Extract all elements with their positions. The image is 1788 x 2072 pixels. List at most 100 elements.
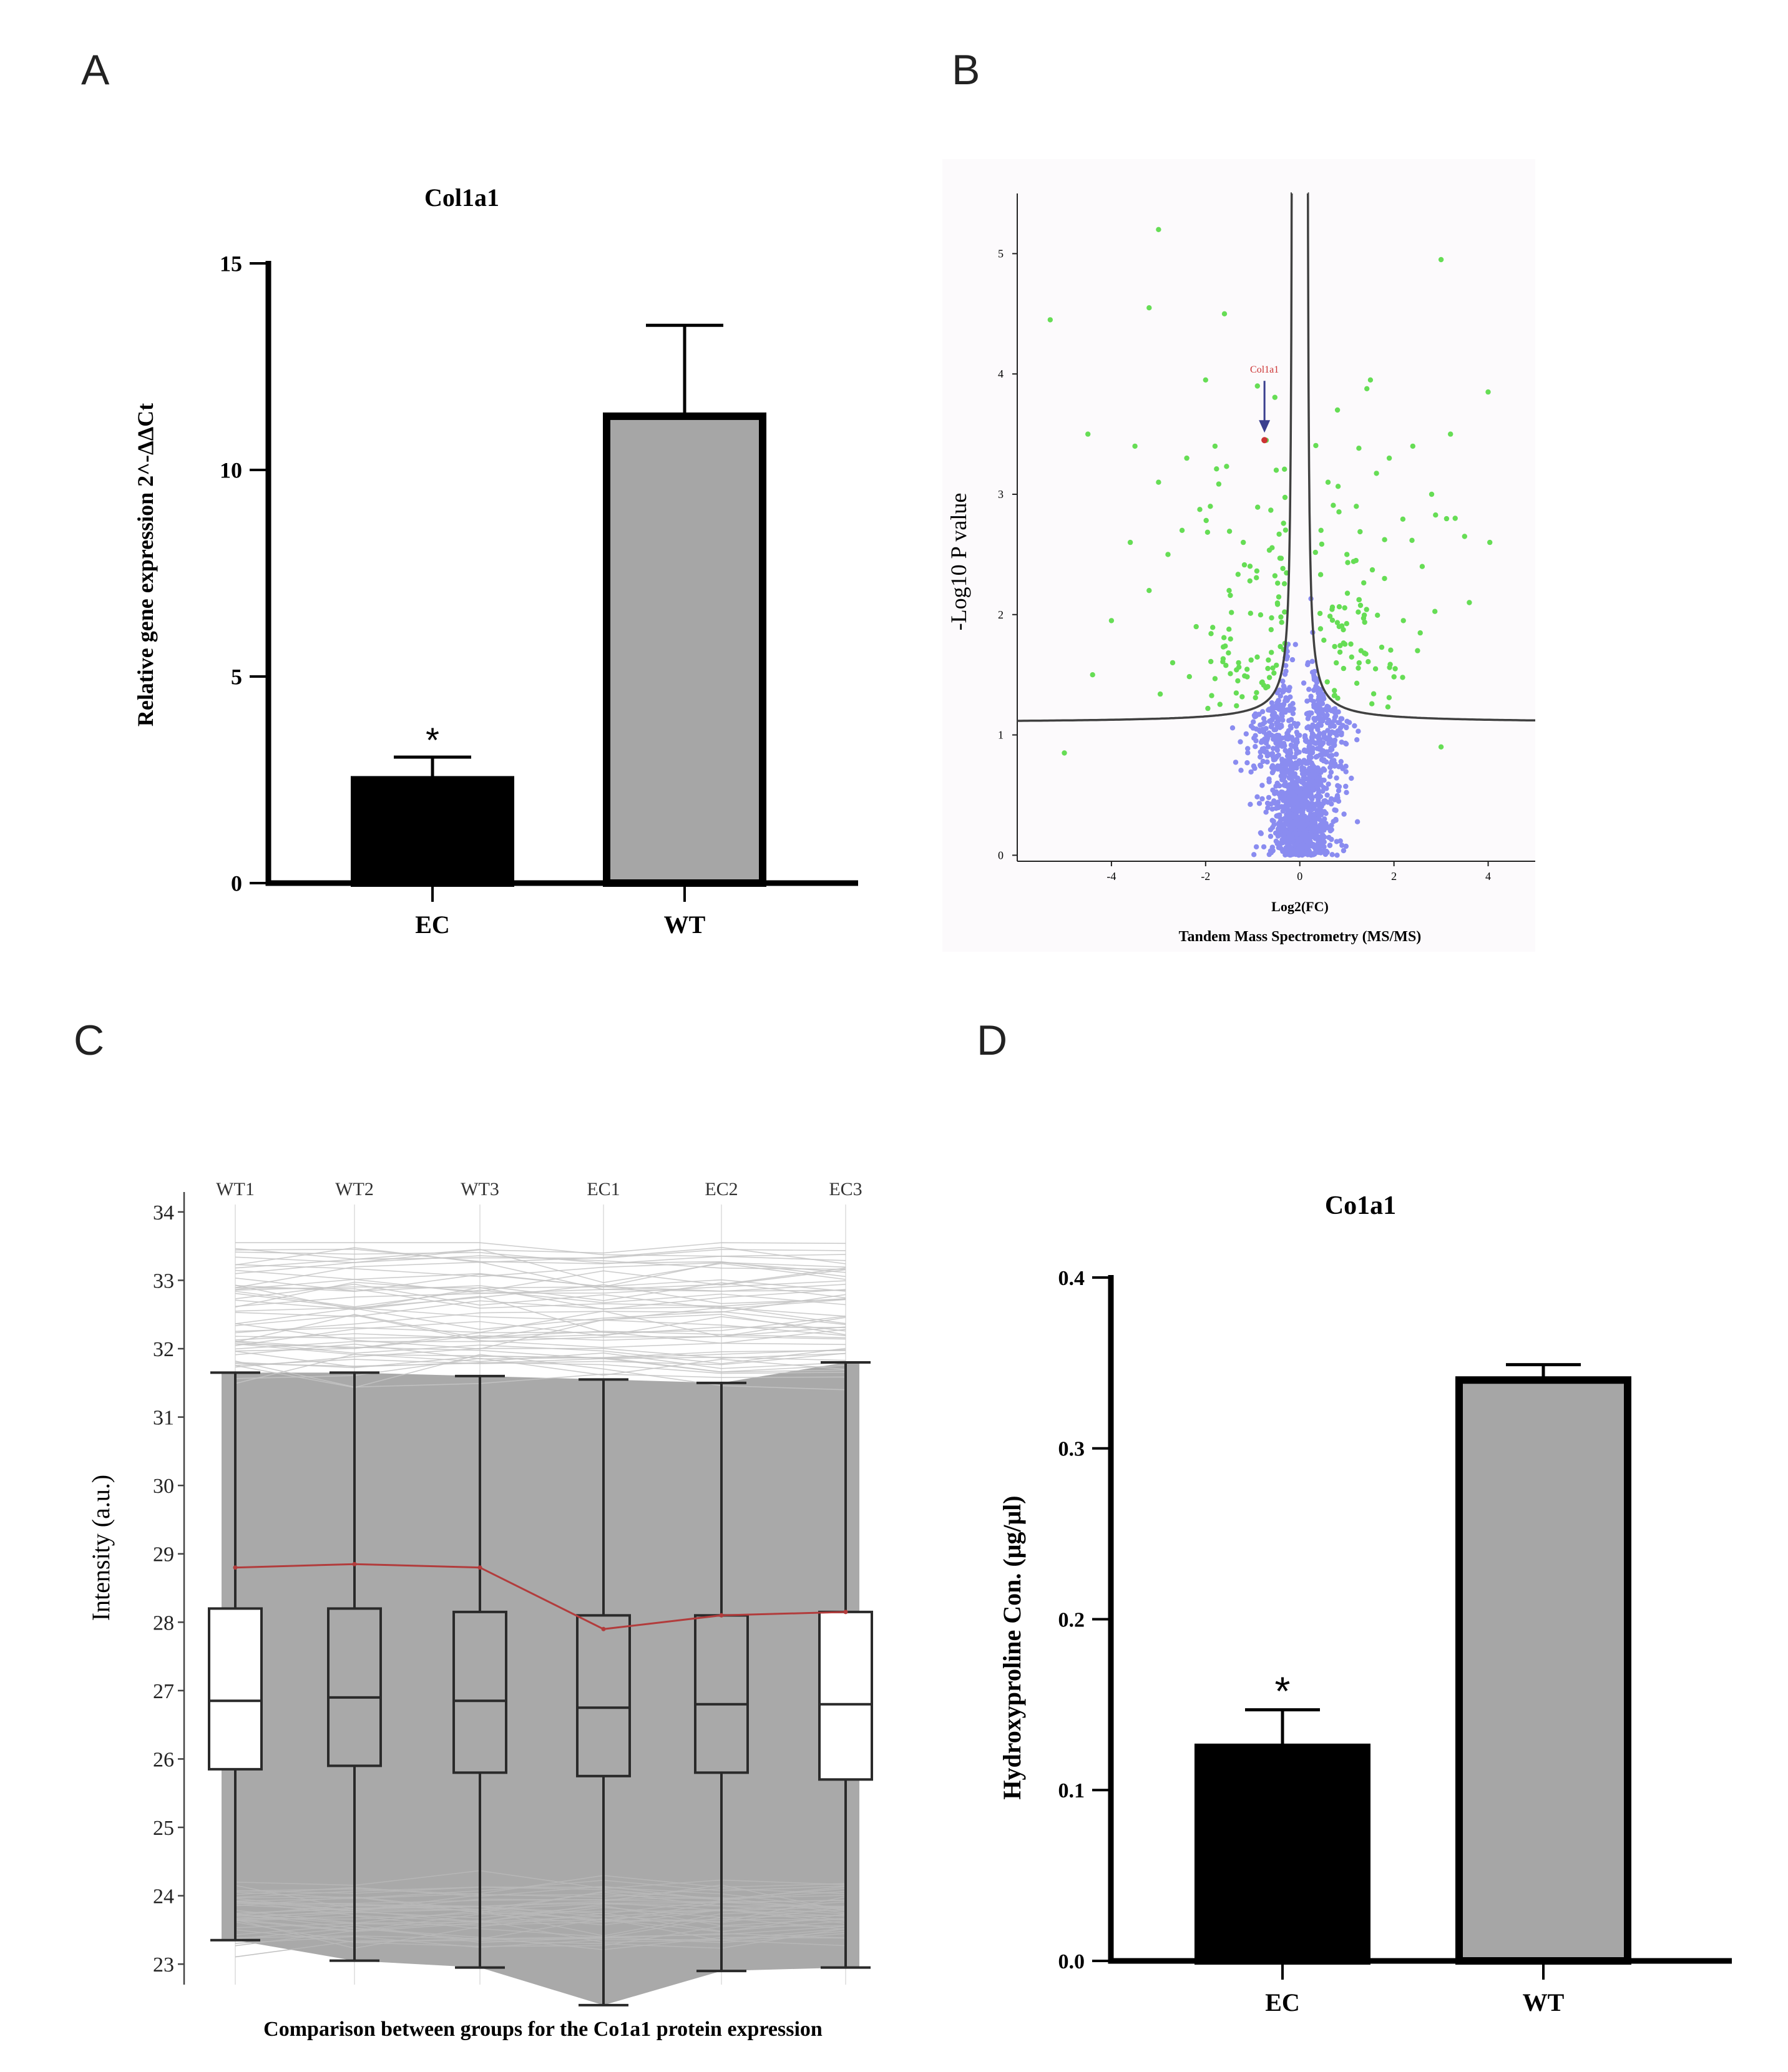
panel-c-profile-line xyxy=(235,1311,846,1337)
panel-b-point-significant xyxy=(1281,581,1287,587)
panel-b-point xyxy=(1336,720,1341,726)
panel-c-group-label-wt3: WT3 xyxy=(461,1179,499,1200)
panel-b-point xyxy=(1253,844,1259,850)
panel-b-point xyxy=(1290,820,1296,826)
panel-b-point-significant xyxy=(1327,613,1333,619)
panel-b-point xyxy=(1314,705,1319,710)
panel-c-profile-line xyxy=(235,1343,846,1360)
panel-b-point xyxy=(1277,702,1283,708)
panel-c-y-tick-label: 27 xyxy=(153,1680,174,1703)
panel-b-background xyxy=(942,159,1535,952)
panel-b-point xyxy=(1308,831,1314,836)
panel-c-profile-line xyxy=(235,1918,846,1943)
panel-b-highlight-label: Col1a1 xyxy=(1250,364,1279,375)
panel-b-point-significant xyxy=(1146,305,1152,311)
panel-b-point xyxy=(1253,738,1259,744)
panel-b-point xyxy=(1279,769,1285,775)
panel-b-point xyxy=(1229,725,1236,731)
panel-b-point xyxy=(1277,687,1282,693)
panel-b-point xyxy=(1327,723,1334,730)
panel-b-point xyxy=(1292,813,1297,819)
panel-b-point xyxy=(1253,733,1258,738)
panel-b-point xyxy=(1307,814,1312,819)
panel-b-point xyxy=(1283,663,1289,668)
panel-c-profile-line xyxy=(235,1903,846,1920)
panel-c-marks: WT1 WT2 WT3 EC1 EC2 EC3 23 24 25 26 27 28 29 30 31 32 33… xyxy=(153,1179,873,2006)
panel-b-point-significant xyxy=(1229,610,1234,615)
panel-b-point xyxy=(1325,735,1331,741)
panel-b-x-tick-label: 4 xyxy=(1485,870,1491,882)
panel-c-profile-line xyxy=(235,1354,846,1390)
panel-b-point xyxy=(1280,678,1286,684)
panel-c-profile-line xyxy=(235,1300,846,1324)
panel-b-point-significant xyxy=(1341,627,1346,633)
panel-b-point-significant xyxy=(1047,317,1053,323)
panel-d-marks: 0.0 0.1 0.2 0.3 0.4 EC * WT xyxy=(1058,1267,1732,2016)
panel-b-point xyxy=(1291,706,1296,712)
panel-c-profile-line xyxy=(235,1352,846,1366)
panel-b-point xyxy=(1300,790,1306,796)
panel-c-profile-line xyxy=(235,1888,846,1898)
panel-b-point xyxy=(1299,811,1305,817)
panel-b-point xyxy=(1292,842,1297,848)
panel-b-point xyxy=(1268,827,1274,833)
panel-c-profile-line xyxy=(235,1913,846,1940)
panel-b-point-significant xyxy=(1400,618,1406,623)
panel-b-point-significant xyxy=(1361,612,1367,618)
panel-b-point xyxy=(1319,777,1326,783)
panel-b-point xyxy=(1281,707,1286,713)
panel-b-point xyxy=(1261,729,1267,735)
panel-b-point-significant xyxy=(1236,660,1241,666)
panel-b-point xyxy=(1248,769,1254,775)
panel-b-point xyxy=(1340,766,1346,771)
panel-b-point-significant xyxy=(1429,491,1435,497)
panel-b-point-significant xyxy=(1336,604,1342,610)
panel-b-point-significant xyxy=(1282,494,1288,501)
panel-b-point xyxy=(1273,740,1279,746)
panel-b-point xyxy=(1309,735,1315,740)
panel-b-point-significant xyxy=(1278,614,1284,620)
panel-b-point-significant xyxy=(1203,517,1209,524)
panel-b-point-significant xyxy=(1362,619,1367,625)
panel-b-point xyxy=(1291,796,1296,802)
panel-b-point-significant xyxy=(1179,527,1185,533)
panel-c-y-tick-label: 25 xyxy=(153,1817,174,1840)
panel-b-point-significant xyxy=(1244,674,1250,680)
panel-b-point-significant xyxy=(1226,650,1231,656)
panel-b-point xyxy=(1265,735,1271,741)
panel-b-point xyxy=(1314,808,1320,813)
panel-b-point xyxy=(1280,808,1286,814)
panel-b-point xyxy=(1261,844,1267,850)
panel-b-point-significant xyxy=(1247,578,1253,584)
panel-b-point xyxy=(1264,759,1270,765)
panel-c-y-tick-label: 33 xyxy=(153,1269,174,1293)
panel-b-point xyxy=(1269,712,1276,718)
panel-b-point-significant xyxy=(1062,750,1067,756)
panel-b-point xyxy=(1276,752,1281,758)
panel-b-point-significant xyxy=(1217,701,1223,707)
panel-b-point-significant xyxy=(1329,607,1335,612)
panel-b-point xyxy=(1283,668,1289,674)
panel-b-point xyxy=(1335,728,1341,734)
panel-c-profile-line xyxy=(235,1928,846,1958)
panel-b-point xyxy=(1321,809,1327,814)
panel-b-point xyxy=(1331,718,1337,723)
panel-c-profile-line xyxy=(235,1251,846,1278)
panel-c-group-label-wt2: WT2 xyxy=(335,1179,374,1200)
panel-c-y-axis-label: Intensity (a.u.) xyxy=(87,1475,115,1621)
panel-b-point xyxy=(1282,773,1288,779)
panel-c-group-label-ec1: EC1 xyxy=(587,1179,620,1200)
panel-b-point xyxy=(1317,839,1322,846)
panel-b-point xyxy=(1276,823,1282,829)
panel-b-point-significant xyxy=(1146,588,1152,594)
panel-b-point xyxy=(1288,771,1294,776)
panel-b-point xyxy=(1301,680,1307,686)
panel-b-point xyxy=(1342,740,1349,746)
panel-b-point-significant xyxy=(1400,516,1406,522)
panel-b-point-significant xyxy=(1485,389,1491,395)
panel-b-point xyxy=(1253,711,1259,717)
panel-b-point-significant xyxy=(1272,573,1278,579)
panel-b-point xyxy=(1294,831,1300,838)
panel-c-profile-line xyxy=(235,1886,846,1910)
panel-b-point xyxy=(1263,809,1269,815)
